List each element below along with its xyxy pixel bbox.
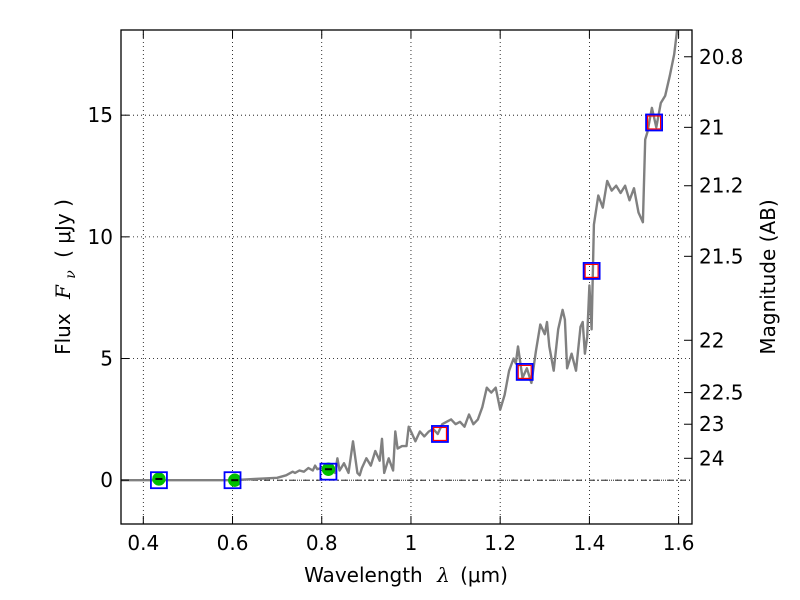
photometry-marker	[431, 425, 449, 443]
magnitude-tick-label: 22	[699, 328, 724, 352]
magnitude-ticks: 20.8 21 21.2 21.5 22 22.5 23 24	[684, 45, 744, 470]
magnitude-tick-label: 21.2	[699, 174, 744, 198]
y-axis-title: Flux F ν ( μJy )	[51, 199, 80, 355]
model-flux-marker	[584, 263, 599, 279]
magnitude-tick-label: 21	[699, 115, 724, 139]
x-tick-label: 1.2	[484, 531, 516, 555]
x-axis-title: Wavelength λ (μm)	[304, 563, 508, 587]
x-ticks: 0.4 0.6 0.8 1 1.2 1.4 1.6	[127, 30, 695, 555]
marker-layer	[150, 113, 663, 490]
photometry-marker	[150, 471, 168, 490]
magnitude-tick-label: 24	[699, 446, 724, 470]
model-flux-marker	[517, 364, 532, 380]
magnitude-tick-label: 22.5	[699, 381, 744, 405]
x-tick-label: 0.8	[306, 531, 338, 555]
x-tick-label: 0.6	[217, 531, 249, 555]
y-ticks: 0 5 10 15	[88, 103, 129, 492]
x-tick-label: 1	[405, 531, 418, 555]
grid	[121, 30, 692, 524]
photometry-marker	[582, 262, 601, 280]
photometry-marker	[645, 113, 663, 132]
spectrum-layer	[121, 30, 679, 482]
y-tick-label: 5	[100, 347, 113, 371]
photometry-marker	[223, 471, 242, 490]
x-tick-label: 1.6	[663, 531, 695, 555]
plot-frame	[120, 29, 693, 525]
model-flux-marker	[646, 115, 662, 130]
y-tick-label: 0	[100, 468, 113, 492]
y-tick-label: 15	[88, 103, 113, 127]
magnitude-tick-label: 20.8	[699, 45, 744, 69]
magnitude-tick-label: 21.5	[699, 244, 744, 268]
y2-axis-title: Magnitude (AB)	[756, 199, 780, 354]
photometry-marker	[515, 363, 534, 381]
x-tick-label: 1.4	[573, 531, 605, 555]
photometry-marker	[319, 462, 338, 481]
model-flux-marker	[432, 426, 448, 442]
spectrum-line	[121, 30, 679, 482]
x-tick-label: 0.4	[127, 531, 159, 555]
y-tick-label: 10	[88, 225, 113, 249]
magnitude-tick-label: 23	[699, 412, 724, 436]
